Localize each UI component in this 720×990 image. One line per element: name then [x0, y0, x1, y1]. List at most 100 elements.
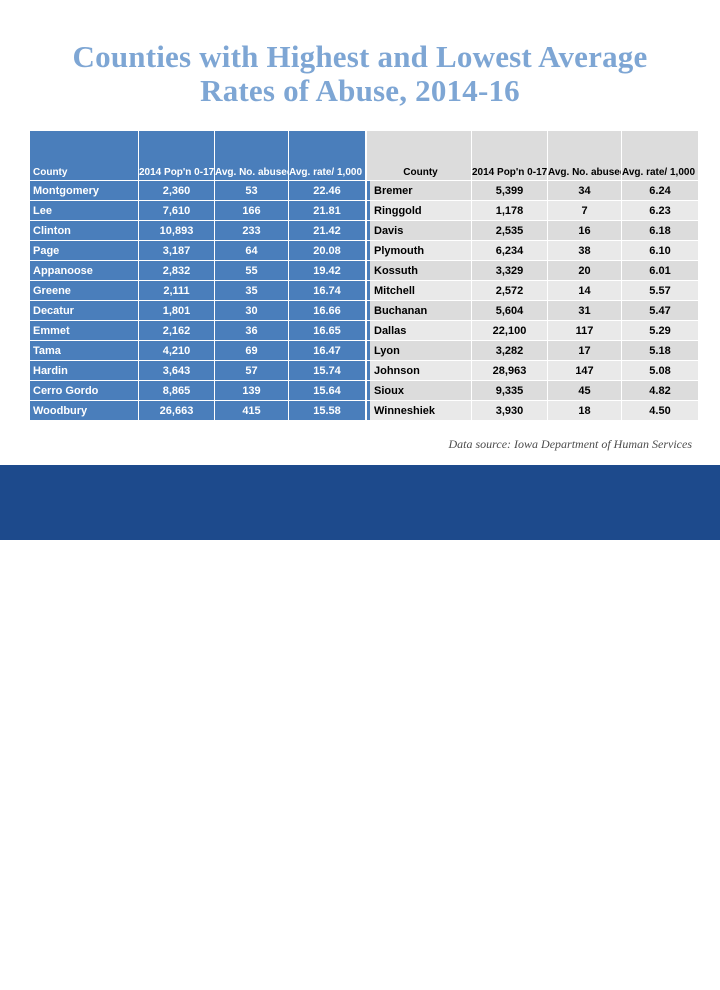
page-title: Counties with Highest and Lowest Average…: [72, 39, 648, 108]
table-row: Plymouth 6,234 38 6.10: [367, 241, 698, 260]
cell-avg-rate: 16.47: [289, 341, 365, 360]
cell-avg-rate: 5.29: [622, 321, 698, 340]
cell-county: Cerro Gordo: [30, 381, 138, 400]
table-lowest-header: County 2014 Pop'n 0-17 Avg. No. abused c…: [367, 131, 698, 180]
cell-population: 5,604: [472, 301, 547, 320]
table-lowest-rates: County 2014 Pop'n 0-17 Avg. No. abused c…: [366, 130, 699, 421]
table-row: Kossuth 3,329 20 6.01: [367, 261, 698, 280]
cell-avg-rate: 4.82: [622, 381, 698, 400]
cell-population: 22,100: [472, 321, 547, 340]
col-header-county: County: [367, 131, 471, 180]
cell-avg-rate: 20.08: [289, 241, 365, 260]
scott-logo: SCOTT ADVOCACY AND CONSULTING: [572, 937, 707, 990]
cell-county: Emmet: [30, 321, 138, 340]
cell-population: 7,610: [139, 201, 214, 220]
table-row: Sioux 9,335 45 4.82: [367, 381, 698, 400]
cell-county: Kossuth: [367, 261, 471, 280]
cell-avg-rate: 4.50: [622, 401, 698, 420]
cell-avg-rate: 15.64: [289, 381, 365, 400]
table-row: Buchanan 5,604 31 5.47: [367, 301, 698, 320]
table-row: Dallas 22,100 117 5.29: [367, 321, 698, 340]
table-header-row: County 2014 Pop'n 0-17 Avg. No. abused c…: [367, 131, 698, 180]
cell-avg-abused: 69: [215, 341, 288, 360]
cell-avg-abused: 36: [215, 321, 288, 340]
cell-avg-abused: 35: [215, 281, 288, 300]
table-row: Johnson 28,963 147 5.08: [367, 361, 698, 380]
cell-population: 4,210: [139, 341, 214, 360]
cell-avg-abused: 45: [548, 381, 621, 400]
table-row: Appanoose 2,832 55 19.42: [30, 261, 365, 280]
cell-avg-abused: 415: [215, 401, 288, 420]
cell-county: Dallas: [367, 321, 471, 340]
cell-avg-rate: 19.42: [289, 261, 365, 280]
table-row: Lee 7,610 166 21.81: [30, 201, 365, 220]
table-row: Page 3,187 64 20.08: [30, 241, 365, 260]
cell-population: 2,572: [472, 281, 547, 300]
cell-population: 10,893: [139, 221, 214, 240]
col-header-avg-abused: Avg. No. abused ch'n, 2014-16: [215, 131, 288, 180]
col-header-population: 2014 Pop'n 0-17: [472, 131, 547, 180]
cell-avg-abused: 20: [548, 261, 621, 280]
table-row: Clinton 10,893 233 21.42: [30, 221, 365, 240]
col-header-county: County: [30, 131, 138, 180]
cell-avg-rate: 6.23: [622, 201, 698, 220]
table-row: Bremer 5,399 34 6.24: [367, 181, 698, 200]
cell-avg-abused: 166: [215, 201, 288, 220]
cell-avg-abused: 57: [215, 361, 288, 380]
cell-avg-abused: 30: [215, 301, 288, 320]
cell-county: Tama: [30, 341, 138, 360]
cell-avg-abused: 55: [215, 261, 288, 280]
cell-avg-abused: 233: [215, 221, 288, 240]
cell-avg-rate: 6.10: [622, 241, 698, 260]
cell-avg-abused: 16: [548, 221, 621, 240]
cell-county: Woodbury: [30, 401, 138, 420]
cell-avg-abused: 34: [548, 181, 621, 200]
cell-county: Buchanan: [367, 301, 471, 320]
cell-population: 3,329: [472, 261, 547, 280]
table-row: Winneshiek 3,930 18 4.50: [367, 401, 698, 420]
cell-avg-abused: 139: [215, 381, 288, 400]
cell-population: 2,111: [139, 281, 214, 300]
cell-avg-abused: 53: [215, 181, 288, 200]
cell-avg-abused: 117: [548, 321, 621, 340]
table-row: Decatur 1,801 30 16.66: [30, 301, 365, 320]
cell-population: 2,832: [139, 261, 214, 280]
cell-avg-rate: 22.46: [289, 181, 365, 200]
cell-avg-abused: 18: [548, 401, 621, 420]
data-source-note: Data source: Iowa Department of Human Se…: [448, 437, 692, 451]
cell-avg-rate: 6.01: [622, 261, 698, 280]
cell-avg-rate: 6.24: [622, 181, 698, 200]
table-row: Tama 4,210 69 16.47: [30, 341, 365, 360]
cell-population: 8,865: [139, 381, 214, 400]
cell-population: 1,178: [472, 201, 547, 220]
cell-avg-rate: 5.08: [622, 361, 698, 380]
cell-avg-rate: 5.18: [622, 341, 698, 360]
cell-avg-rate: 16.74: [289, 281, 365, 300]
table-row: Cerro Gordo 8,865 139 15.64: [30, 381, 365, 400]
col-header-population: 2014 Pop'n 0-17: [139, 131, 214, 180]
cell-population: 3,643: [139, 361, 214, 380]
cell-avg-rate: 15.74: [289, 361, 365, 380]
col-header-avg-rate: Avg. rate/ 1,000 ch'n 2014-16: [289, 131, 365, 180]
cell-avg-abused: 17: [548, 341, 621, 360]
logo-rule-top: [572, 973, 707, 974]
cell-county: Mitchell: [367, 281, 471, 300]
cell-county: Davis: [367, 221, 471, 240]
logo-wordmark: SCOTT: [582, 936, 697, 972]
table-highest-body: Montgomery 2,360 53 22.46 Lee 7,610 166 21.81 Cl…: [30, 181, 365, 420]
cell-county: Lee: [30, 201, 138, 220]
cell-county: Montgomery: [30, 181, 138, 200]
cell-population: 1,801: [139, 301, 214, 320]
tables-container: County 2014 Pop'n 0-17 Avg. No. abused c…: [29, 130, 698, 421]
col-header-avg-abused: Avg. No. abused ch'n, 2014-16: [548, 131, 621, 180]
cell-avg-abused: 14: [548, 281, 621, 300]
table-row: Woodbury 26,663 415 15.58: [30, 401, 365, 420]
table-row: Montgomery 2,360 53 22.46: [30, 181, 365, 200]
cell-county: Greene: [30, 281, 138, 300]
cell-avg-rate: 5.47: [622, 301, 698, 320]
table-header-row: County 2014 Pop'n 0-17 Avg. No. abused c…: [30, 131, 365, 180]
cell-population: 3,187: [139, 241, 214, 260]
table-row: Ringgold 1,178 7 6.23: [367, 201, 698, 220]
cell-county: Hardin: [30, 361, 138, 380]
table-row: Davis 2,535 16 6.18: [367, 221, 698, 240]
